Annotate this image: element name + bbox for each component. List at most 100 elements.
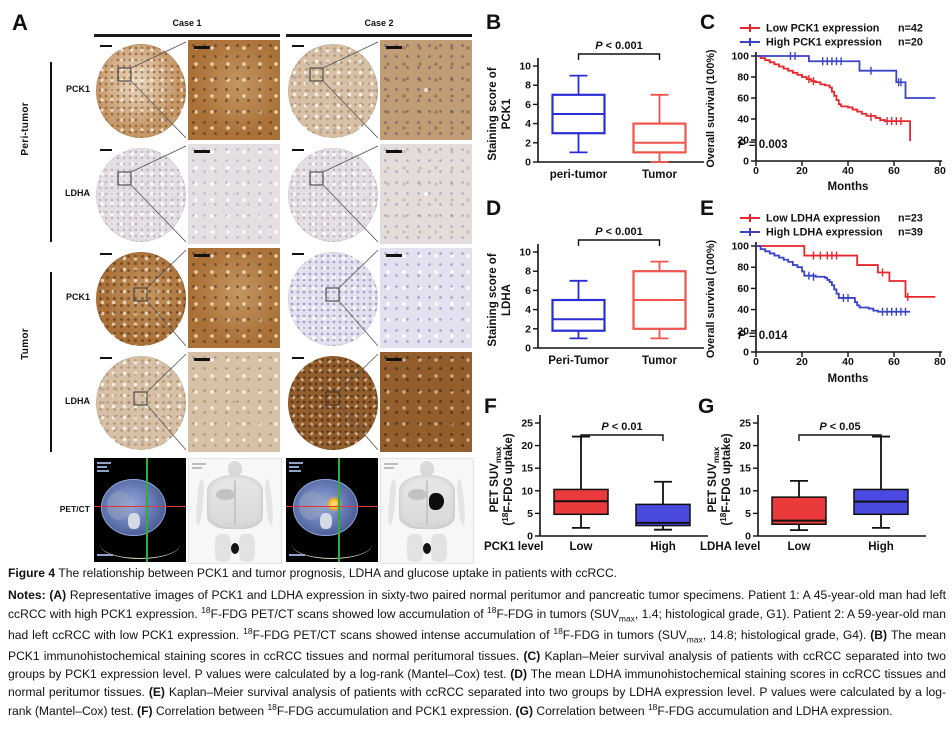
a-row-label: PET/CT bbox=[59, 504, 90, 514]
svg-text:PCK1 level: PCK1 level bbox=[484, 541, 543, 553]
pet-ct-axial-image bbox=[286, 458, 378, 562]
svg-text:P < 0.001: P < 0.001 bbox=[595, 40, 642, 52]
panel-f-letter: F bbox=[484, 395, 497, 418]
pet-mip-image bbox=[380, 458, 474, 564]
svg-text:5: 5 bbox=[745, 508, 751, 520]
ihc-inset-image bbox=[188, 248, 280, 348]
svg-text:5: 5 bbox=[527, 508, 533, 520]
svg-text:High LDHA expression: High LDHA expression bbox=[766, 227, 883, 239]
ihc-image-grid: PCK1 LDHA PCK1 LDHA PET/CT bbox=[8, 10, 486, 566]
roi-marker bbox=[133, 353, 186, 451]
roi-marker bbox=[309, 145, 378, 243]
svg-text:0: 0 bbox=[745, 531, 751, 543]
case-2-underline bbox=[286, 34, 472, 37]
svg-text:High: High bbox=[868, 541, 894, 553]
svg-text:Tumor: Tumor bbox=[642, 355, 677, 367]
svg-text:Peri-Tumor: Peri-Tumor bbox=[548, 355, 609, 367]
roi-marker bbox=[309, 41, 378, 139]
a-row-label: PCK1 bbox=[65, 292, 90, 302]
panel-b-letter: B bbox=[486, 11, 502, 34]
ihc-inset-image bbox=[188, 352, 280, 452]
panel-d-letter: D bbox=[486, 197, 502, 220]
svg-text:20: 20 bbox=[521, 440, 533, 452]
svg-text:4: 4 bbox=[525, 304, 531, 316]
svg-text:0: 0 bbox=[753, 165, 759, 177]
panel-d-boxplot: D 0 2 4 6 8 10 Peri-Tumor Tumor P < 0.001 Stainin… bbox=[486, 198, 710, 384]
case-1-underline bbox=[94, 34, 280, 37]
svg-text:10: 10 bbox=[519, 247, 531, 259]
svg-text:High: High bbox=[650, 541, 676, 553]
svg-text:Low: Low bbox=[788, 541, 811, 553]
roi-marker bbox=[133, 249, 186, 347]
tumor-group-line bbox=[50, 272, 52, 452]
svg-text:25: 25 bbox=[521, 418, 533, 430]
svg-text:8: 8 bbox=[525, 80, 531, 92]
svg-text:P = 0.014: P = 0.014 bbox=[738, 330, 788, 342]
svg-text:Overall survival (100%): Overall survival (100%) bbox=[705, 49, 717, 168]
svg-text:Low LDHA expression: Low LDHA expression bbox=[766, 213, 880, 225]
svg-text:Tumor: Tumor bbox=[642, 169, 677, 181]
case-1-header: Case 1 bbox=[172, 18, 202, 28]
panel-c-letter: C bbox=[700, 11, 716, 34]
ihc-inset-image bbox=[380, 352, 472, 452]
svg-text:P < 0.01: P < 0.01 bbox=[601, 421, 642, 433]
svg-text:40: 40 bbox=[842, 356, 854, 368]
km-svg-C: 0 20 40 60 80 100 0 20 40 60 80 Low PCK1 expression… bbox=[705, 23, 946, 194]
panel-g-boxplot: G 0 5 10 15 20 25 Low High P < 0.05 PET SUVmax (18… bbox=[698, 396, 946, 562]
svg-text:10: 10 bbox=[521, 485, 533, 497]
ihc-inset-image bbox=[188, 40, 280, 140]
ihc-core-image bbox=[286, 352, 378, 452]
svg-text:P < 0.05: P < 0.05 bbox=[819, 421, 860, 433]
svg-text:0: 0 bbox=[525, 157, 531, 169]
svg-text:10: 10 bbox=[519, 61, 531, 73]
boxplot-svg-F: 0 5 10 15 20 25 Low High P < 0.01 PET SUVmax(18F-… bbox=[484, 415, 708, 553]
figure-caption: Figure 4 The relationship between PCK1 a… bbox=[8, 564, 946, 724]
peri-tumor-group-line bbox=[50, 62, 52, 242]
svg-text:60: 60 bbox=[888, 356, 900, 368]
ihc-core-image bbox=[94, 248, 186, 348]
svg-text:80: 80 bbox=[737, 72, 749, 84]
figure-caption-notes: Notes: (A) Representative images of PCK1… bbox=[8, 588, 947, 719]
svg-text:80: 80 bbox=[934, 356, 946, 368]
figure-caption-title: Figure 4 The relationship between PCK1 a… bbox=[8, 566, 618, 580]
svg-text:40: 40 bbox=[737, 304, 749, 316]
svg-text:0: 0 bbox=[743, 347, 749, 359]
ihc-core-image bbox=[94, 352, 186, 452]
svg-text:10: 10 bbox=[739, 485, 751, 497]
svg-text:Low PCK1 expression: Low PCK1 expression bbox=[766, 23, 879, 35]
ihc-inset-image bbox=[380, 40, 472, 140]
svg-text:0: 0 bbox=[743, 156, 749, 168]
svg-text:0: 0 bbox=[527, 531, 533, 543]
svg-text:PET SUVmax: PET SUVmax bbox=[707, 446, 721, 512]
svg-text:100: 100 bbox=[731, 51, 749, 63]
svg-text:Months: Months bbox=[828, 373, 869, 385]
svg-text:20: 20 bbox=[796, 356, 808, 368]
svg-text:(18F-FDG uptake): (18F-FDG uptake) bbox=[501, 433, 515, 525]
svg-text:6: 6 bbox=[525, 285, 531, 297]
svg-text:40: 40 bbox=[737, 114, 749, 126]
fdg-hot-spot bbox=[428, 493, 444, 511]
km-svg-E: 0 20 40 60 80 100 0 20 40 60 80 Low LDHA expression… bbox=[705, 213, 946, 386]
fdg-hot-spot bbox=[328, 498, 341, 511]
svg-text:80: 80 bbox=[737, 262, 749, 274]
svg-text:n=42: n=42 bbox=[898, 23, 923, 35]
ihc-core-image bbox=[286, 248, 378, 348]
svg-text:Months: Months bbox=[828, 181, 869, 193]
svg-text:n=20: n=20 bbox=[898, 37, 923, 49]
svg-text:P = 0.003: P = 0.003 bbox=[738, 139, 788, 151]
ihc-core-image bbox=[286, 144, 378, 244]
svg-text:8: 8 bbox=[525, 266, 531, 278]
case-2-header: Case 2 bbox=[364, 18, 394, 28]
svg-text:20: 20 bbox=[739, 440, 751, 452]
ihc-core-image bbox=[94, 40, 186, 140]
roi-marker bbox=[117, 41, 186, 139]
svg-text:60: 60 bbox=[888, 165, 900, 177]
svg-text:Overall survival (100%): Overall survival (100%) bbox=[705, 239, 717, 358]
roi-marker bbox=[117, 145, 186, 243]
svg-text:(18F-FDG uptake): (18F-FDG uptake) bbox=[719, 433, 733, 525]
panel-e-letter: E bbox=[700, 197, 715, 220]
ihc-inset-image bbox=[380, 144, 472, 244]
panel-e-km-plot: E 0 20 40 60 80 100 0 20 40 60 80 Low LDHA expressi… bbox=[700, 198, 952, 396]
a-row-label: PCK1 bbox=[65, 84, 90, 94]
